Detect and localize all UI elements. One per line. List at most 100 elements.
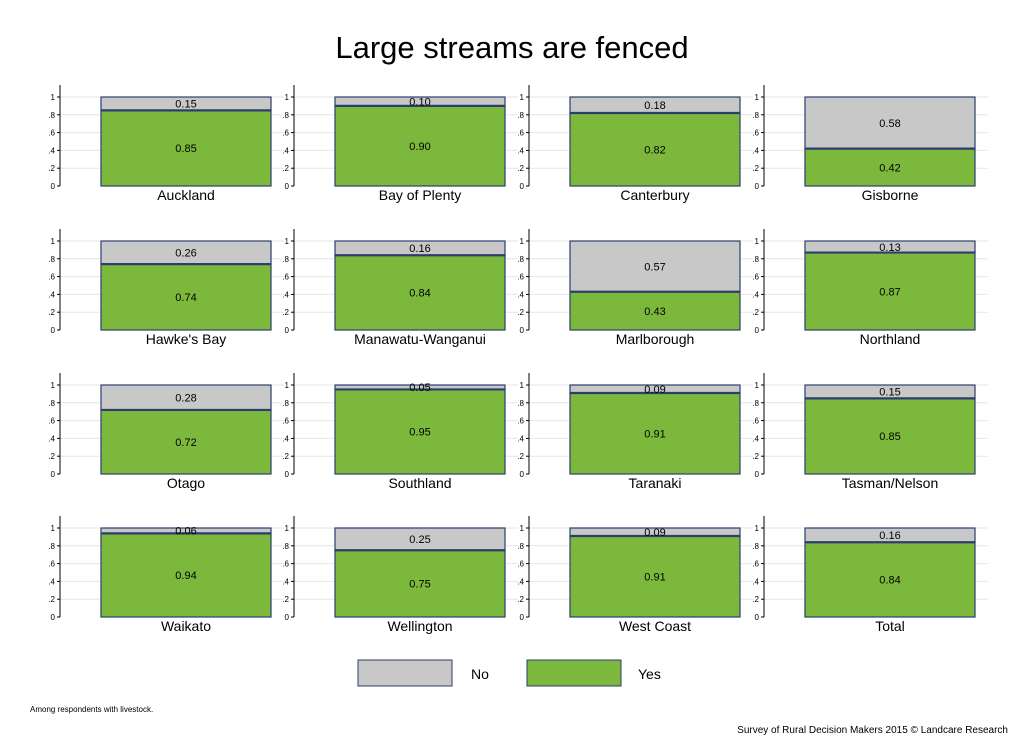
y-tick-label: .8 [48, 399, 55, 408]
y-tick-label: .4 [48, 577, 55, 586]
data-label-yes-west-coast: 0.91 [644, 572, 665, 584]
panel-manawatu-wanganui: 0 .2 .4 .6 .8 1 0.16 0.84 Manawatu-Wanganui [282, 229, 518, 347]
y-tick-label: .2 [48, 595, 55, 604]
data-label-no-manawatu-wanganui: 0.16 [409, 243, 430, 255]
data-label-yes-otago: 0.72 [175, 437, 196, 449]
bar-no-otago [100, 384, 272, 411]
panel-canterbury: 0 .2 .4 .6 .8 1 0.18 0.82 Canterbury [517, 85, 753, 203]
y-tick-label: .2 [282, 452, 289, 461]
data-label-no-bay-of-plenty: 0.10 [409, 96, 430, 108]
y-tick-label: 1 [755, 237, 760, 246]
data-label-no-otago: 0.28 [175, 392, 196, 404]
y-tick-label: .8 [517, 399, 524, 408]
y-tick-label: .6 [752, 560, 759, 569]
y-tick-label: .4 [517, 577, 524, 586]
y-tick-label: .2 [282, 595, 289, 604]
bar-yes-total [804, 541, 976, 618]
category-label-total: Total [875, 618, 905, 634]
source-credit: Survey of Rural Decision Makers 2015 © L… [737, 725, 1008, 736]
bar-yes-hawke-s-bay [100, 263, 272, 331]
category-label-bay-of-plenty: Bay of Plenty [379, 187, 462, 203]
category-label-manawatu-wanganui: Manawatu-Wanganui [354, 331, 486, 347]
y-tick-label: .2 [517, 164, 524, 173]
y-tick-label: .6 [752, 273, 759, 282]
y-tick-label: 0 [285, 326, 290, 335]
y-tick-label: .4 [517, 434, 524, 443]
bar-no-gisborne [804, 96, 976, 150]
data-label-no-hawke-s-bay: 0.26 [175, 248, 196, 260]
data-label-yes-marlborough: 0.43 [644, 306, 665, 318]
y-tick-label: 0 [285, 182, 290, 191]
y-tick-label: .4 [282, 290, 289, 299]
y-tick-label: .6 [517, 417, 524, 426]
y-tick-label: .8 [48, 255, 55, 264]
y-tick-label: .2 [517, 452, 524, 461]
y-tick-label: 0 [520, 613, 525, 622]
data-label-yes-taranaki: 0.91 [644, 429, 665, 441]
y-tick-label: .6 [752, 129, 759, 138]
y-tick-label: .8 [282, 399, 289, 408]
y-tick-label: 1 [520, 93, 525, 102]
data-label-no-tasman-nelson: 0.15 [879, 387, 900, 399]
data-label-yes-manawatu-wanganui: 0.84 [409, 288, 430, 300]
data-label-no-southland: 0.05 [409, 382, 430, 394]
y-tick-label: .2 [48, 308, 55, 317]
bar-yes-otago [100, 409, 272, 475]
data-label-yes-hawke-s-bay: 0.74 [175, 292, 196, 304]
data-label-no-total: 0.16 [879, 530, 900, 542]
y-tick-label: 0 [755, 326, 760, 335]
y-tick-label: .6 [282, 129, 289, 138]
panel-total: 0 .2 .4 .6 .8 1 0.16 0.84 Total [752, 516, 988, 634]
y-tick-label: .8 [517, 542, 524, 551]
category-label-northland: Northland [860, 331, 921, 347]
legend-no-label: No [471, 666, 489, 682]
y-tick-label: .8 [752, 542, 759, 551]
y-tick-label: .4 [752, 577, 759, 586]
data-label-no-marlborough: 0.57 [644, 261, 665, 273]
panel-southland: 0 .2 .4 .6 .8 1 0.05 0.95 Southland [282, 373, 518, 491]
data-label-yes-bay-of-plenty: 0.90 [409, 141, 430, 153]
data-label-yes-waikato: 0.94 [175, 570, 196, 582]
panel-auckland: 0 .2 .4 .6 .8 1 0.15 0.85 Auckland [48, 85, 284, 203]
category-label-marlborough: Marlborough [616, 331, 695, 347]
category-label-southland: Southland [388, 475, 451, 491]
bar-yes-canterbury [569, 112, 741, 187]
y-tick-label: .6 [48, 560, 55, 569]
panel-gisborne: 0 .2 .4 .6 .8 1 0.58 0.42 Gisborne [752, 85, 988, 203]
y-tick-label: .6 [282, 560, 289, 569]
bar-yes-northland [804, 251, 976, 331]
legend-no-swatch [357, 659, 453, 687]
y-tick-label: 1 [285, 524, 290, 533]
y-tick-label: 1 [285, 93, 290, 102]
y-tick-label: 0 [51, 470, 56, 479]
bar-no-marlborough [569, 240, 741, 293]
bar-yes-waikato [100, 532, 272, 618]
category-label-canterbury: Canterbury [620, 187, 689, 203]
data-label-no-auckland: 0.15 [175, 99, 196, 111]
y-tick-label: 0 [520, 470, 525, 479]
panel-marlborough: 0 .2 .4 .6 .8 1 0.57 0.43 Marlborough [517, 229, 753, 347]
bar-yes-southland [334, 388, 506, 475]
y-tick-label: 1 [520, 381, 525, 390]
y-tick-label: .2 [48, 452, 55, 461]
legend: No Yes [357, 659, 661, 687]
y-tick-label: .8 [282, 542, 289, 551]
legend-yes-swatch [526, 659, 622, 687]
bar-yes-tasman-nelson [804, 397, 976, 475]
y-tick-label: .8 [752, 111, 759, 120]
y-tick-label: .4 [48, 434, 55, 443]
y-tick-label: .4 [282, 434, 289, 443]
data-label-no-northland: 0.13 [879, 242, 900, 254]
y-tick-label: 1 [51, 93, 56, 102]
data-label-no-canterbury: 0.18 [644, 100, 665, 112]
y-tick-label: 0 [755, 613, 760, 622]
chart-title: Large streams are fenced [335, 30, 688, 65]
panels: 0 .2 .4 .6 .8 1 0.15 0.85 Auckland 0 .2 .4 .6 .8 1 0.10… [48, 85, 988, 634]
data-label-no-west-coast: 0.09 [644, 527, 665, 539]
data-label-yes-gisborne: 0.42 [879, 162, 900, 174]
y-tick-label: 0 [285, 613, 290, 622]
bar-yes-auckland [100, 109, 272, 187]
y-tick-label: 1 [51, 524, 56, 533]
y-tick-label: 0 [520, 182, 525, 191]
